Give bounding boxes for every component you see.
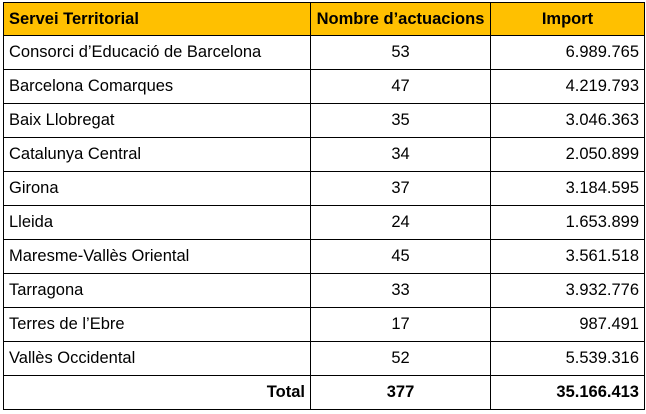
- amount-cell: 4.219.793: [490, 69, 645, 104]
- amount-cell: 3.932.776: [490, 273, 645, 308]
- amount-cell: 2.050.899: [490, 137, 645, 172]
- actions-cell: 52: [310, 341, 491, 376]
- territory-cell: Tarragona: [3, 273, 311, 308]
- amount-cell: 3.561.518: [490, 239, 645, 274]
- amount-cell: 5.539.316: [490, 341, 645, 376]
- actions-cell: 35: [310, 103, 491, 138]
- total-row: Total 377 35.166.413: [3, 375, 645, 410]
- column-header-actions: Nombre d’actuacions: [310, 2, 491, 36]
- territory-cell: Girona: [3, 171, 311, 206]
- territory-cell: Terres de l’Ebre: [3, 307, 311, 342]
- column-header-territory: Servei Territorial: [3, 2, 311, 36]
- table-row: Tarragona 33 3.932.776: [3, 273, 645, 308]
- territory-cell: Vallès Occidental: [3, 341, 311, 376]
- actions-cell: 37: [310, 171, 491, 206]
- table-row: Lleida 24 1.653.899: [3, 205, 645, 240]
- territory-cell: Catalunya Central: [3, 137, 311, 172]
- amount-cell: 1.653.899: [490, 205, 645, 240]
- table-body: Consorci d’Educació de Barcelona 53 6.98…: [3, 35, 645, 376]
- header-row: Servei Territorial Nombre d’actuacions I…: [3, 2, 645, 36]
- table-row: Maresme-Vallès Oriental 45 3.561.518: [3, 239, 645, 274]
- amount-cell: 3.046.363: [490, 103, 645, 138]
- table-row: Vallès Occidental 52 5.539.316: [3, 341, 645, 376]
- amount-cell: 987.491: [490, 307, 645, 342]
- actions-cell: 53: [310, 35, 491, 70]
- actions-cell: 34: [310, 137, 491, 172]
- table-container: Servei Territorial Nombre d’actuacions I…: [3, 2, 645, 410]
- total-amount: 35.166.413: [490, 375, 645, 410]
- table-row: Consorci d’Educació de Barcelona 53 6.98…: [3, 35, 645, 70]
- territorial-services-table: Servei Territorial Nombre d’actuacions I…: [3, 2, 645, 410]
- table-row: Catalunya Central 34 2.050.899: [3, 137, 645, 172]
- territory-cell: Barcelona Comarques: [3, 69, 311, 104]
- amount-cell: 6.989.765: [490, 35, 645, 70]
- total-label: Total: [3, 375, 311, 410]
- actions-cell: 24: [310, 205, 491, 240]
- table-header: Servei Territorial Nombre d’actuacions I…: [3, 2, 645, 36]
- territory-cell: Maresme-Vallès Oriental: [3, 239, 311, 274]
- table-row: Girona 37 3.184.595: [3, 171, 645, 206]
- actions-cell: 33: [310, 273, 491, 308]
- actions-cell: 47: [310, 69, 491, 104]
- amount-cell: 3.184.595: [490, 171, 645, 206]
- actions-cell: 17: [310, 307, 491, 342]
- column-header-amount: Import: [490, 2, 645, 36]
- territory-cell: Consorci d’Educació de Barcelona: [3, 35, 311, 70]
- territory-cell: Baix Llobregat: [3, 103, 311, 138]
- total-actions: 377: [310, 375, 491, 410]
- actions-cell: 45: [310, 239, 491, 274]
- table-row: Barcelona Comarques 47 4.219.793: [3, 69, 645, 104]
- territory-cell: Lleida: [3, 205, 311, 240]
- table-footer: Total 377 35.166.413: [3, 375, 645, 410]
- table-row: Terres de l’Ebre 17 987.491: [3, 307, 645, 342]
- table-row: Baix Llobregat 35 3.046.363: [3, 103, 645, 138]
